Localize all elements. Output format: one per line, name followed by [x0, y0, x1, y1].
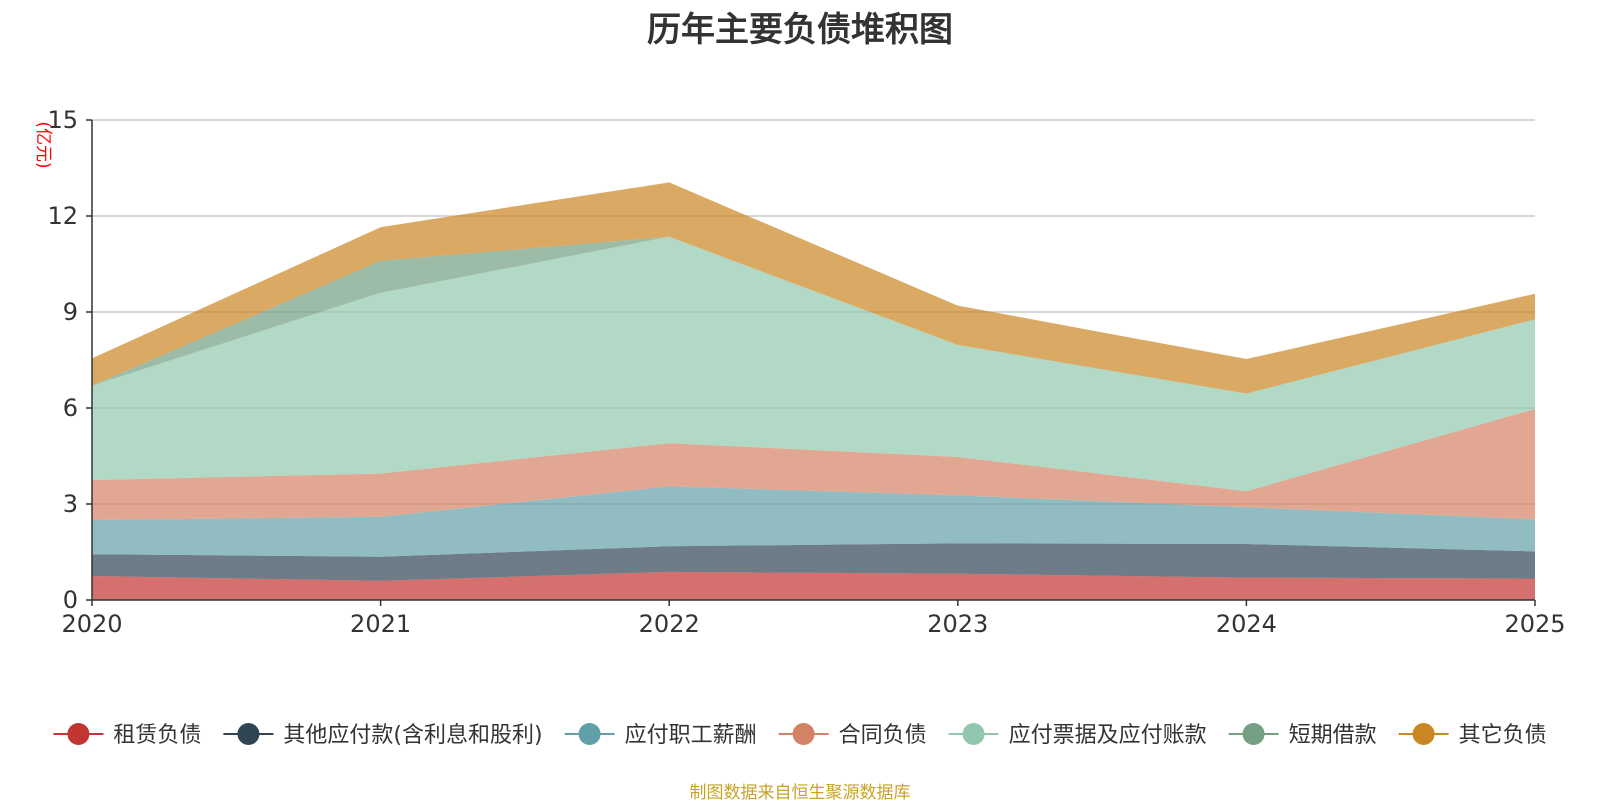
area-series-6 [92, 236, 1535, 394]
legend-label: 其它负债 [1459, 723, 1547, 748]
y-tick-label: 0 [63, 586, 78, 614]
x-tick-label: 2020 [61, 610, 122, 638]
area-series-1 [92, 571, 1535, 600]
y-axis-unit-label: (亿元) [33, 121, 53, 168]
legend-item[interactable]: 应付票据及应付账款 [948, 723, 1207, 748]
legend: 租赁负债 其他应付款(含利息和股利) 应付职工薪酬 合同负债 应付票据及应付账款 短期借款… [53, 723, 1547, 748]
legend-marker [962, 723, 985, 745]
legend-label: 其他应付款(含利息和股利) [283, 723, 542, 748]
area-series-5 [92, 236, 1535, 492]
legend-item[interactable]: 合同负债 [778, 723, 927, 748]
area-series-7 [92, 182, 1535, 394]
y-tick-label: 15 [47, 106, 78, 134]
legend-marker [1412, 723, 1435, 745]
legend-label: 合同负债 [839, 723, 927, 748]
legend-marker [792, 723, 815, 745]
y-tick-label: 3 [63, 490, 78, 518]
legend-item[interactable]: 短期借款 [1228, 723, 1377, 748]
legend-marker [237, 723, 260, 745]
x-tick-label: 2023 [927, 610, 988, 638]
legend-item[interactable]: 其它负债 [1398, 723, 1547, 748]
legend-label: 短期借款 [1289, 723, 1377, 748]
y-tick-label: 12 [47, 202, 78, 230]
x-tick-labels: 2020 2021 2022 2023 2024 2025 [61, 600, 1566, 638]
legend-label: 应付票据及应付账款 [1009, 723, 1207, 748]
axes [91, 120, 1535, 601]
area-series-4 [92, 408, 1535, 520]
area-series-3 [92, 486, 1535, 557]
x-tick-label: 2022 [639, 610, 700, 638]
source-note: 制图数据来自恒生聚源数据库 [689, 783, 911, 803]
legend-item[interactable]: 应付职工薪酬 [564, 723, 757, 748]
x-tick-label: 2021 [350, 610, 411, 638]
legend-label: 租赁负债 [113, 723, 201, 748]
legend-marker [67, 723, 90, 745]
y-tick-labels: 0 3 6 9 12 15 [47, 106, 92, 614]
area-series [92, 182, 1535, 600]
area-series-2 [92, 543, 1535, 581]
legend-marker [1242, 723, 1265, 745]
legend-marker [578, 723, 601, 745]
legend-label: 应付职工薪酬 [625, 723, 757, 748]
chart-title: 历年主要负债堆积图 [647, 10, 953, 50]
x-tick-label: 2024 [1216, 610, 1277, 638]
legend-item[interactable]: 其他应付款(含利息和股利) [223, 723, 543, 748]
y-tick-label: 6 [63, 394, 78, 422]
legend-item[interactable]: 租赁负债 [53, 723, 201, 748]
x-tick-label: 2025 [1504, 610, 1565, 638]
y-tick-label: 9 [63, 298, 78, 326]
